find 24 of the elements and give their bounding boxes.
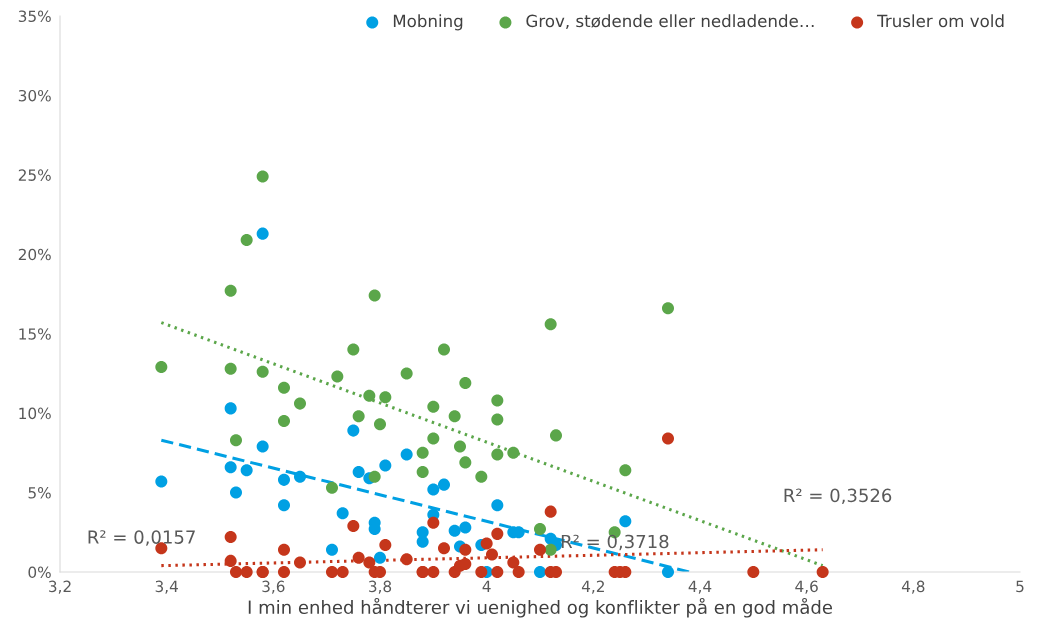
legend-label: Trusler om vold (877, 14, 1004, 28)
x-tick-label: 5 (1016, 580, 1024, 593)
y-tick-label: 30% (18, 89, 51, 102)
x-tick-label: 4 (482, 580, 491, 592)
y-tick-label: 15% (19, 328, 51, 340)
x-tick-label: 3,8 (369, 580, 392, 594)
y-tick-label: 25% (18, 169, 51, 181)
x-tick-label: 4,8 (901, 580, 925, 594)
x-tick-label: 4,4 (688, 580, 712, 594)
y-tick-label: 5% (28, 487, 51, 499)
y-tick-label: 20% (18, 248, 51, 261)
x-tick-label: 3,4 (155, 580, 178, 594)
x-tick-label: 3,6 (262, 580, 285, 594)
y-tick-label: 35% (18, 10, 51, 23)
annotation: R² = 0,3526 (784, 488, 892, 505)
legend-label: Mobning (393, 14, 463, 31)
y-tick-label: 10% (19, 407, 51, 420)
x-tick-label: 3,2 (49, 580, 71, 594)
x-tick-label: 4,2 (581, 580, 604, 594)
y-tick-label: 0% (28, 566, 51, 579)
legend-label: Grov, stødende eller nedladende… (526, 14, 814, 29)
x-tick-label: 4,6 (795, 580, 818, 594)
x-axis-title: I min enhed håndterer vi uenighed og konflikter på en god måde (248, 597, 832, 618)
annotation: R² = 0,0157 (88, 530, 195, 546)
